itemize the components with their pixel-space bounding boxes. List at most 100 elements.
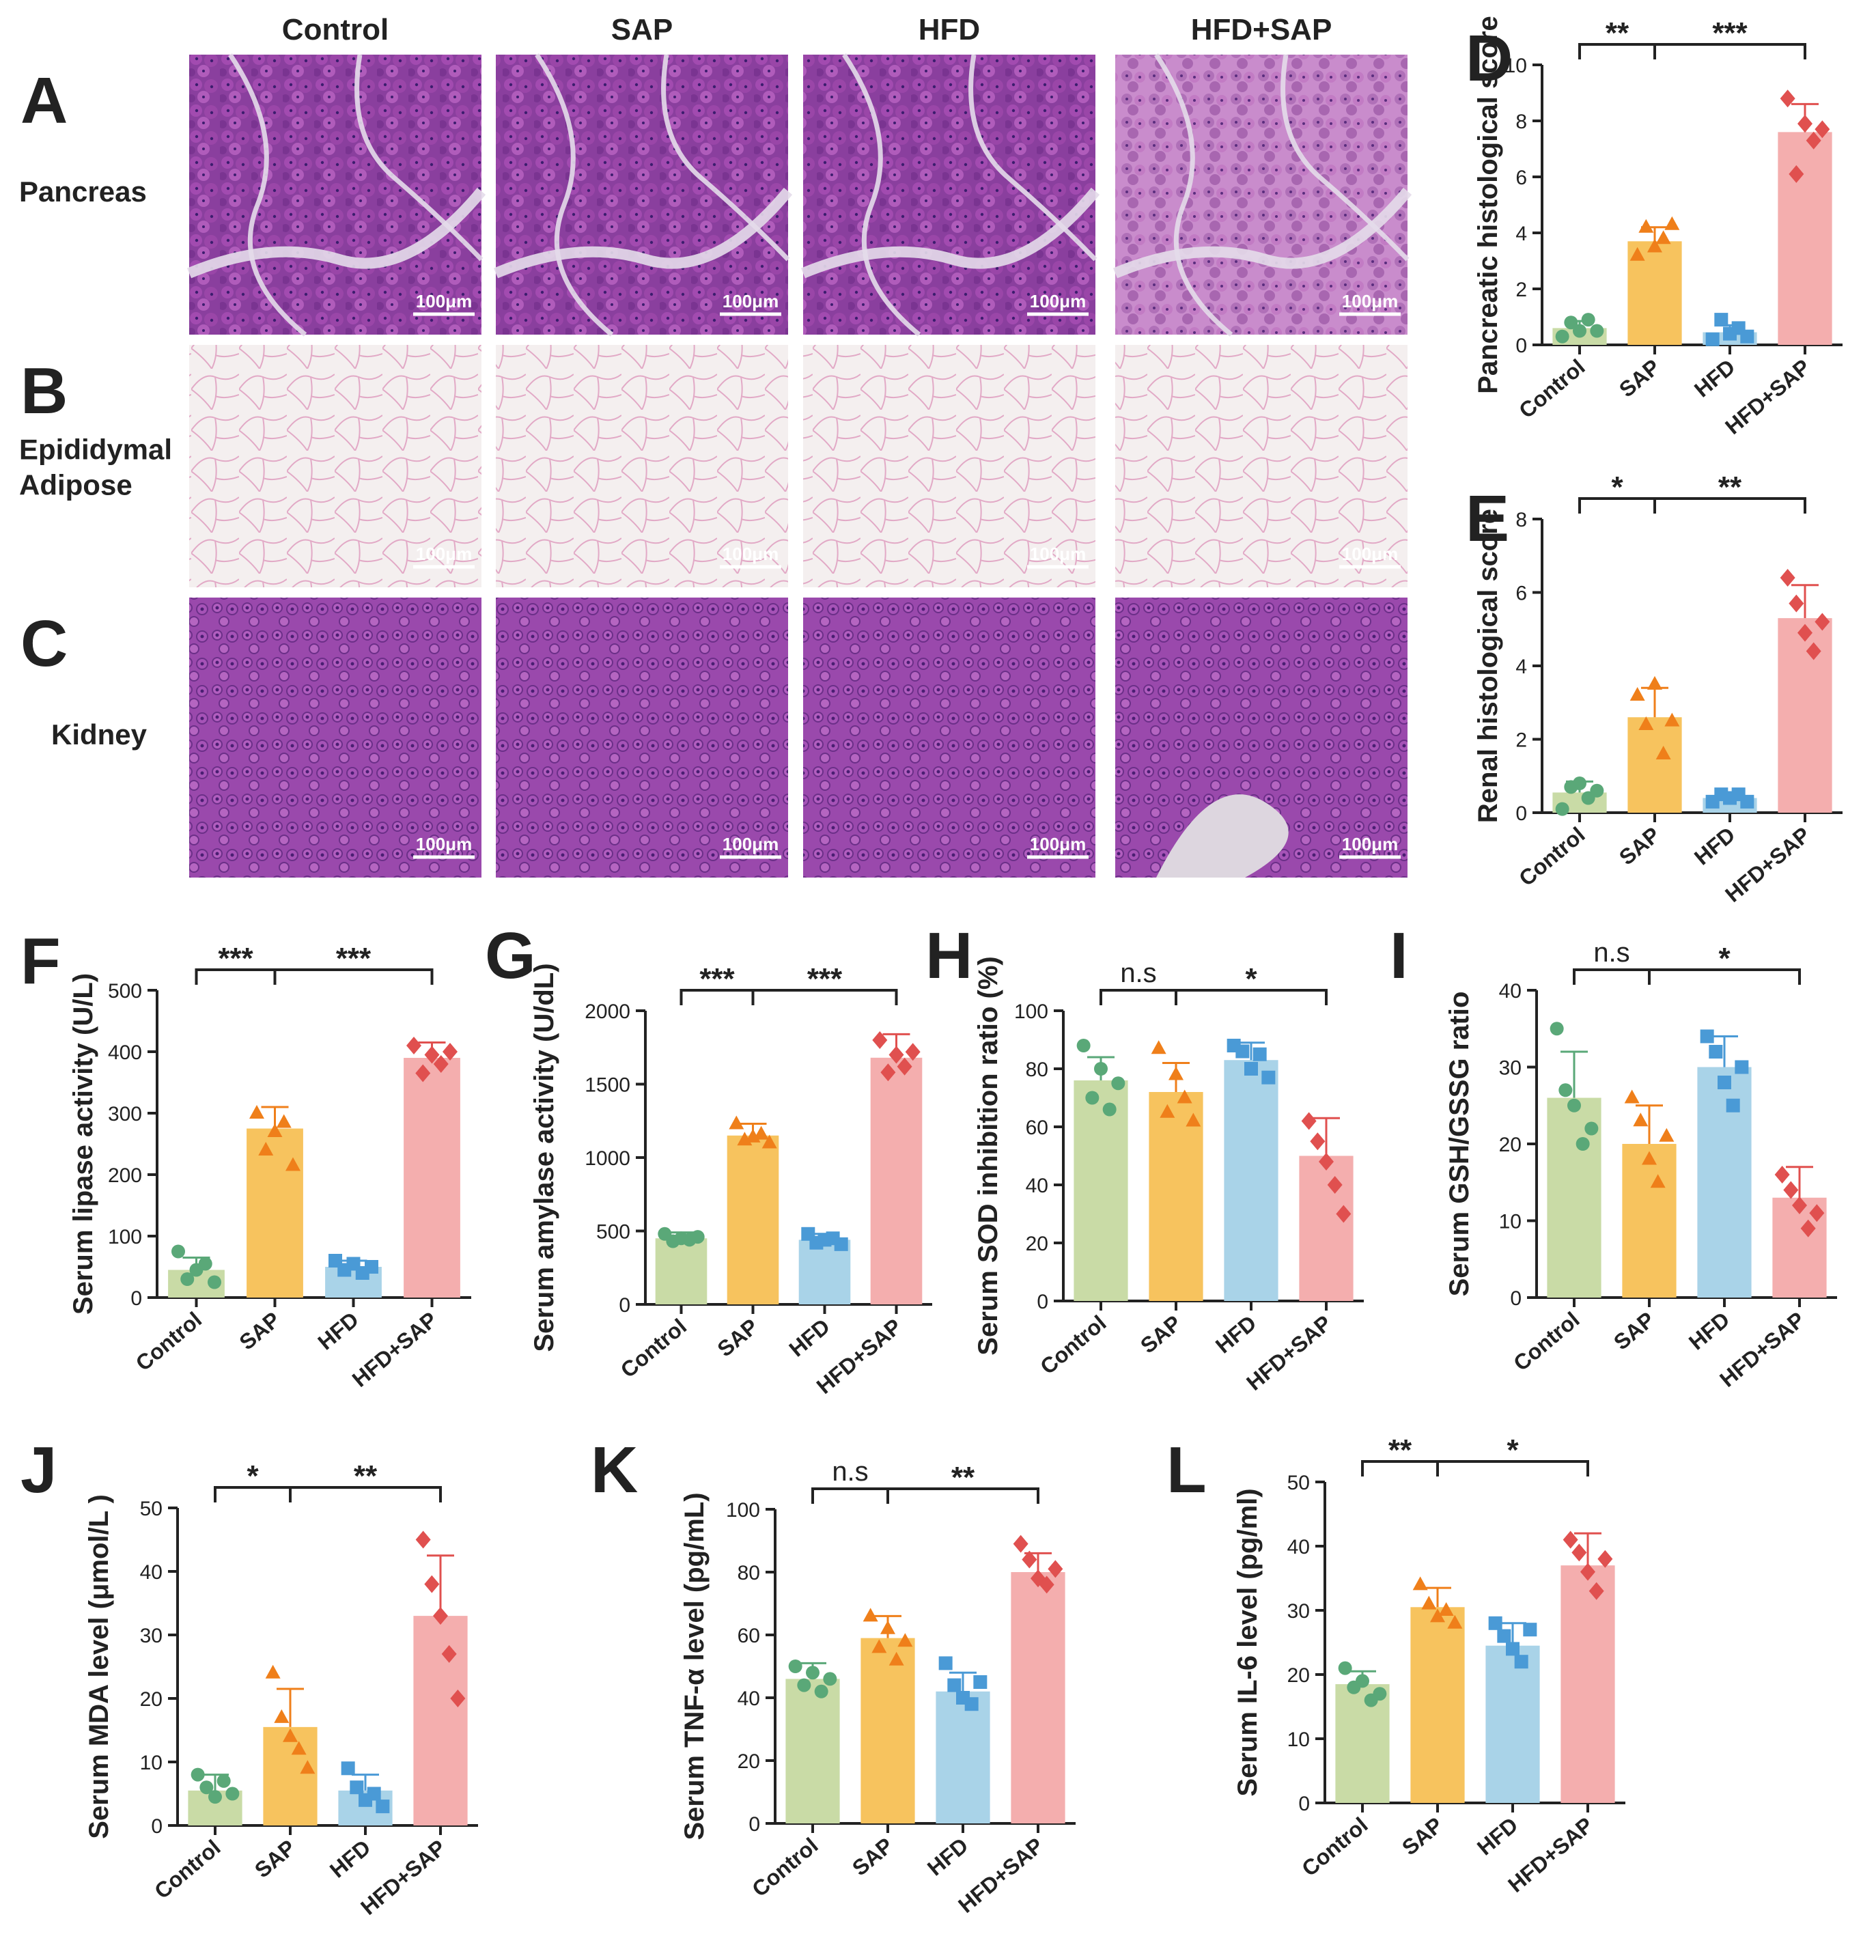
data-point-l-hfd-plus-sap bbox=[1597, 1550, 1613, 1568]
data-point-i-sap bbox=[1650, 1174, 1666, 1188]
data-point-k-hfd-plus-sap bbox=[1048, 1560, 1063, 1578]
y-axis-label-h: Serum SOD inhibition ratio (%) bbox=[973, 956, 1003, 1355]
data-point-j-control bbox=[191, 1767, 205, 1782]
column-header-hfd: HFD bbox=[919, 13, 980, 46]
bar-i-sap bbox=[1622, 1144, 1677, 1298]
category-label-h-sap: SAP bbox=[1136, 1311, 1186, 1358]
data-point-d-hfd bbox=[1714, 313, 1728, 327]
tissue-septum bbox=[1280, 54, 1410, 262]
panel-letter-f: F bbox=[20, 925, 61, 998]
micrograph-tissue bbox=[189, 55, 481, 335]
category-label-i-hfd: HFD bbox=[1684, 1307, 1735, 1355]
y-tick-label-g: 2000 bbox=[585, 1000, 630, 1023]
y-tick-label-f: 100 bbox=[108, 1226, 142, 1248]
panel-letter-d: D bbox=[1466, 22, 1513, 95]
category-label-d-hfd: HFD bbox=[1690, 354, 1740, 402]
data-point-h-control bbox=[1085, 1091, 1100, 1105]
bar-e-hfd-plus-sap bbox=[1778, 618, 1832, 813]
category-label-f-hfd-plus-sap: HFD+SAP bbox=[348, 1307, 442, 1392]
data-point-j-hfd-plus-sap bbox=[415, 1530, 431, 1549]
tissue-septum bbox=[800, 187, 1100, 279]
data-point-e-control bbox=[1555, 802, 1569, 816]
scale-bar-label: 100μm bbox=[1030, 544, 1086, 564]
y-tick-label-l: 50 bbox=[1287, 1472, 1310, 1494]
y-tick-label-e: 0 bbox=[1515, 802, 1527, 825]
data-point-f-control bbox=[198, 1257, 212, 1271]
data-point-d-hfd bbox=[1740, 329, 1754, 344]
category-label-j-sap: SAP bbox=[250, 1835, 300, 1883]
scale-bar-label: 100μm bbox=[416, 544, 472, 564]
panel-letter-e: E bbox=[1466, 482, 1509, 555]
data-point-k-sap bbox=[871, 1639, 887, 1653]
y-tick-label-f: 0 bbox=[130, 1287, 142, 1310]
data-point-d-sap bbox=[1629, 247, 1645, 261]
y-tick-label-e: 8 bbox=[1515, 509, 1527, 531]
y-tick-label-i: 30 bbox=[1499, 1057, 1522, 1080]
category-label-g-sap: SAP bbox=[712, 1314, 763, 1362]
data-point-j-control bbox=[216, 1774, 231, 1788]
category-label-f-sap: SAP bbox=[234, 1307, 285, 1355]
data-point-e-sap bbox=[1655, 746, 1671, 759]
bar-h-hfd bbox=[1224, 1060, 1278, 1301]
significance-label-d: *** bbox=[1712, 16, 1748, 50]
micrograph-pancreas-hfd-plus-sap: 100μm bbox=[1112, 53, 1412, 337]
data-point-i-hfd bbox=[1735, 1060, 1749, 1074]
bar-g-sap bbox=[727, 1135, 779, 1304]
micrograph-tissue bbox=[496, 598, 788, 878]
data-point-h-hfd bbox=[1235, 1044, 1250, 1059]
data-point-e-sap bbox=[1629, 687, 1645, 701]
data-point-f-sap bbox=[276, 1114, 292, 1128]
micrograph-tissue bbox=[496, 345, 788, 587]
row-label-adipose: Adipose bbox=[19, 469, 132, 501]
y-axis-label-g: Serum amylase activity (U/dL) bbox=[529, 963, 559, 1352]
panel-letter-l: L bbox=[1166, 1433, 1207, 1507]
significance-bracket-l bbox=[1436, 1460, 1589, 1476]
data-point-d-sap bbox=[1664, 216, 1680, 230]
data-point-g-sap bbox=[753, 1125, 769, 1140]
data-point-e-hfd bbox=[1740, 794, 1754, 809]
micrograph-tissue bbox=[1115, 55, 1408, 335]
category-label-j-hfd: HFD bbox=[325, 1835, 376, 1883]
data-point-h-hfd bbox=[1244, 1062, 1258, 1076]
data-point-k-hfd bbox=[938, 1656, 953, 1670]
tissue-septum bbox=[535, 53, 614, 337]
data-point-l-hfd-plus-sap bbox=[1571, 1543, 1587, 1562]
data-point-g-hfd-plus-sap bbox=[880, 1063, 896, 1082]
y-tick-label-d: 8 bbox=[1515, 111, 1527, 133]
y-axis-label-d: Pancreatic histological score bbox=[1473, 16, 1503, 394]
significance-label-f: *** bbox=[336, 942, 372, 975]
y-tick-label-d: 4 bbox=[1515, 223, 1527, 245]
scale-bar-label: 100μm bbox=[416, 834, 472, 854]
significance-label-l: * bbox=[1507, 1433, 1519, 1467]
data-point-e-hfd-plus-sap bbox=[1806, 642, 1821, 660]
y-tick-label-k: 20 bbox=[738, 1750, 760, 1773]
y-tick-label-j: 0 bbox=[151, 1815, 163, 1838]
y-tick-label-i: 40 bbox=[1499, 980, 1522, 1003]
y-tick-label-l: 10 bbox=[1287, 1728, 1310, 1751]
data-point-d-hfd-plus-sap bbox=[1789, 165, 1804, 183]
scale-bar-label: 100μm bbox=[1342, 291, 1398, 311]
y-tick-label-e: 6 bbox=[1515, 583, 1527, 605]
data-point-i-hfd-plus-sap bbox=[1774, 1166, 1790, 1184]
panel-letter-i: I bbox=[1390, 919, 1408, 992]
tissue-septum bbox=[493, 187, 793, 279]
scale-bar-label: 100μm bbox=[416, 291, 472, 311]
y-tick-label-f: 500 bbox=[108, 980, 142, 1003]
data-point-i-sap bbox=[1624, 1089, 1640, 1104]
y-tick-label-d: 0 bbox=[1515, 335, 1527, 357]
bar-j-sap bbox=[263, 1726, 318, 1825]
y-tick-label-l: 40 bbox=[1287, 1536, 1310, 1558]
chart-j: J Serum MDA level (μmol/L ) 0 10 20 30 40 50 Con… bbox=[20, 1433, 478, 1920]
data-point-d-control bbox=[1555, 329, 1569, 344]
data-point-i-sap bbox=[1659, 1128, 1675, 1142]
significance-label-i: * bbox=[1718, 942, 1731, 975]
data-point-f-hfd-plus-sap bbox=[442, 1043, 458, 1061]
data-point-h-sap bbox=[1168, 1066, 1184, 1080]
y-tick-label-l: 30 bbox=[1287, 1600, 1310, 1623]
data-point-k-hfd bbox=[973, 1675, 988, 1689]
y-tick-label-e: 2 bbox=[1515, 729, 1527, 752]
data-point-l-sap bbox=[1421, 1595, 1437, 1610]
